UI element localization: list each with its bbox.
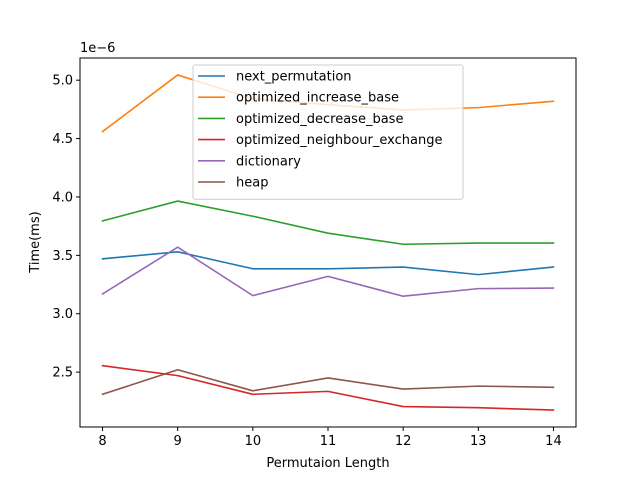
y-tick-label: 3.0 <box>52 307 73 322</box>
y-tick-label: 3.5 <box>52 249 73 264</box>
legend-box <box>192 64 464 200</box>
legend: next_permutation optimized_increase_baseo… <box>192 64 464 200</box>
y-multiplier-label: 1e−6 <box>80 41 115 56</box>
legend-entry-label: optimized_neighbour_exchange <box>236 133 442 148</box>
x-tick-label: 14 <box>545 434 562 449</box>
y-tick-label: 2.5 <box>52 366 73 381</box>
legend-entry-label: optimized_decrease_base <box>236 112 403 127</box>
x-tick-label: 10 <box>245 434 262 449</box>
series-line-heap <box>101 368 555 396</box>
series-line-optimized-decrease-base <box>101 200 555 246</box>
series-line-optimized-neighbour-exchange <box>101 364 555 411</box>
legend-entry-label: dictionary <box>236 154 301 169</box>
legend-entry-label: next_permutation <box>236 70 352 85</box>
series-line-dictionary <box>101 246 555 298</box>
y-axis-label: Time(ms) <box>28 211 43 273</box>
legend-entry-label: heap <box>236 176 268 191</box>
x-tick-label: 12 <box>395 434 412 449</box>
series-line-next-permutation <box>101 251 555 276</box>
legend-entry-label: optimized_increase_base <box>236 91 399 106</box>
x-tick-label: 13 <box>470 434 487 449</box>
y-tick-label: 4.0 <box>52 190 73 205</box>
x-axis-label: Permutaion Length <box>266 456 389 471</box>
x-tick-label: 8 <box>98 434 106 449</box>
x-tick-label: 11 <box>320 434 337 449</box>
x-tick-label: 9 <box>174 434 182 449</box>
y-tick-label: 5.0 <box>52 74 73 89</box>
y-axis: 2.5 3.0 3.5 4.0 4.5 5.0 <box>52 74 80 381</box>
y-tick-label: 4.5 <box>52 132 73 147</box>
x-axis: 8 9 10 11 12 13 14 <box>98 427 562 449</box>
